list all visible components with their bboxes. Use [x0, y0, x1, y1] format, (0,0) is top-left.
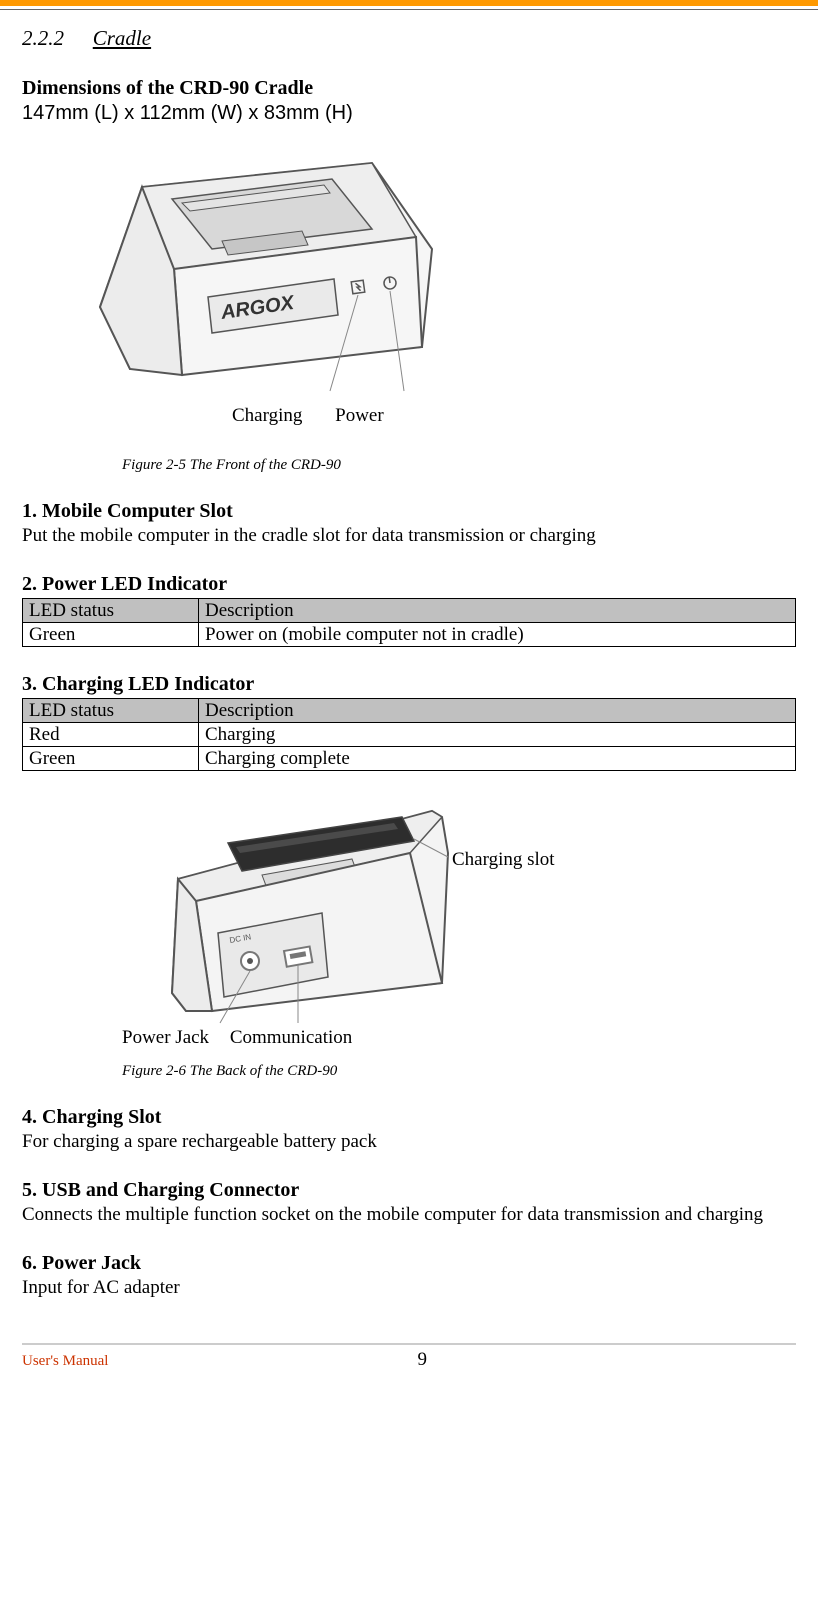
item3-number: 3.: [22, 673, 37, 696]
item4-number: 4.: [22, 1106, 37, 1129]
item5-title: USB and Charging Connector: [42, 1179, 299, 1201]
item3-title: Charging LED Indicator: [42, 673, 254, 695]
section-heading: 2.2.2 Cradle: [22, 26, 796, 51]
figure-front-wrap: ARGOX Charging Power Figure: [22, 129, 796, 474]
dimensions-heading: Dimensions of the CRD-90 Cradle: [22, 77, 796, 100]
item4-title: Charging Slot: [42, 1106, 161, 1128]
item6-title: Power Jack: [42, 1252, 141, 1274]
item4-heading: 4. Charging Slot: [22, 1106, 796, 1129]
th-led-status: LED status: [23, 599, 199, 623]
page-number: 9: [78, 1349, 766, 1371]
table-row: Green Charging complete: [23, 747, 796, 771]
dimensions-value: 147mm (L) x 112mm (W) x 83mm (H): [22, 102, 796, 125]
item3-heading: 3. Charging LED Indicator: [22, 673, 796, 696]
item1-title: Mobile Computer Slot: [42, 500, 233, 522]
cradle-front-illustration: ARGOX: [72, 129, 492, 409]
item5-number: 5.: [22, 1179, 37, 1202]
figure-front-svg-wrap: ARGOX: [72, 129, 492, 409]
table-row: Red Charging: [23, 723, 796, 747]
section-title: Cradle: [93, 26, 151, 50]
th-description: Description: [199, 599, 796, 623]
top-orange-bar: [0, 0, 818, 6]
item6-heading: 6. Power Jack: [22, 1252, 796, 1275]
td-description: Power on (mobile computer not in cradle): [199, 623, 796, 647]
charging-led-table: LED status Description Red Charging Gree…: [22, 698, 796, 771]
power-led-table: LED status Description Green Power on (m…: [22, 598, 796, 647]
item6-body: Input for AC adapter: [22, 1277, 796, 1299]
th-led-status: LED status: [23, 699, 199, 723]
td-led-status: Green: [23, 747, 199, 771]
footer: User's Manual 9: [0, 1345, 818, 1381]
td-led-status: Red: [23, 723, 199, 747]
td-description: Charging: [199, 723, 796, 747]
td-led-status: Green: [23, 623, 199, 647]
item2-heading: 2. Power LED Indicator: [22, 573, 796, 596]
td-description: Charging complete: [199, 747, 796, 771]
item5-body: Connects the multiple function socket on…: [22, 1204, 796, 1226]
figure-front-caption: Figure 2-5 The Front of the CRD-90: [122, 457, 796, 474]
item2-title: Power LED Indicator: [42, 573, 227, 595]
table-row: Green Power on (mobile computer not in c…: [23, 623, 796, 647]
item5-heading: 5. USB and Charging Connector: [22, 1179, 796, 1202]
item2-number: 2.: [22, 573, 37, 596]
item1-number: 1.: [22, 500, 37, 523]
item1-heading: 1. Mobile Computer Slot: [22, 500, 796, 523]
page-content: 2.2.2 Cradle Dimensions of the CRD-90 Cr…: [0, 10, 818, 1305]
label-charging-slot: Charging slot: [452, 849, 555, 871]
table-row: LED status Description: [23, 699, 796, 723]
figure-back-caption: Figure 2-6 The Back of the CRD-90: [122, 1063, 796, 1080]
th-description: Description: [199, 699, 796, 723]
figure-back-wrap: DC IN Charging slot: [142, 793, 662, 1033]
item6-number: 6.: [22, 1252, 37, 1275]
table-row: LED status Description: [23, 599, 796, 623]
item1-body: Put the mobile computer in the cradle sl…: [22, 525, 796, 547]
section-number: 2.2.2: [22, 26, 64, 50]
cradle-back-illustration: DC IN: [142, 793, 662, 1033]
item4-body: For charging a spare rechargeable batter…: [22, 1131, 796, 1153]
